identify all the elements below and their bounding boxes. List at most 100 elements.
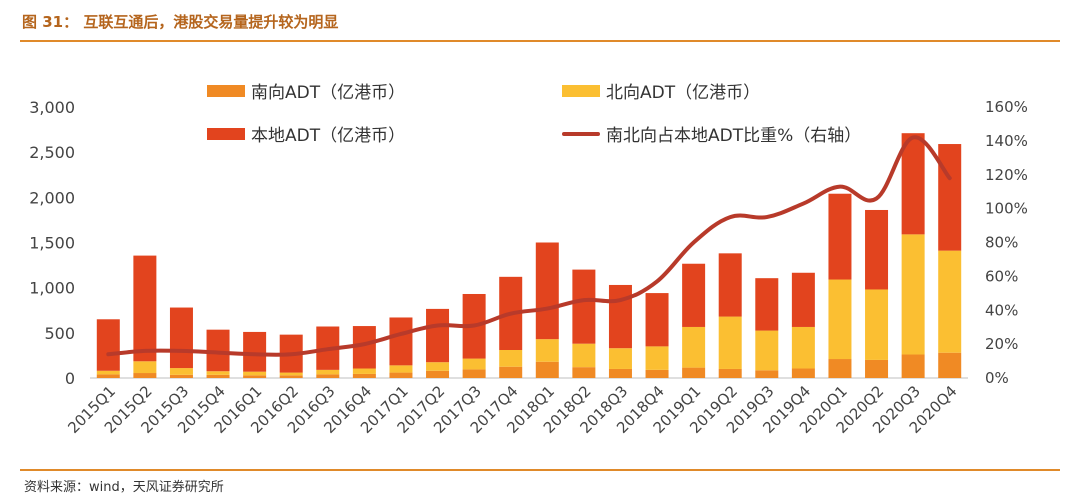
- bar-south: [389, 372, 413, 378]
- bar-north: [499, 349, 523, 367]
- bar-south: [608, 368, 632, 378]
- bar-local: [426, 308, 450, 363]
- y-right-tick-label: 0%: [985, 369, 1009, 387]
- bar-local: [938, 144, 962, 251]
- bar-south: [645, 369, 669, 378]
- figure-header: 图 31： 互联互通后，港股交易量提升较为明显: [20, 8, 1060, 38]
- bar-south: [828, 359, 852, 378]
- y-left-tick-label: 500: [44, 324, 75, 343]
- legend-local-label: 本地ADT（亿港币）: [251, 126, 406, 146]
- bar-north: [96, 370, 120, 375]
- figure-title: 图 31： 互联互通后，港股交易量提升较为明显: [22, 13, 339, 31]
- bar-north: [938, 250, 962, 353]
- y-left-tick-label: 2,000: [29, 188, 75, 207]
- legend-local-swatch: [207, 127, 245, 140]
- bar-local: [352, 326, 376, 369]
- bar-local: [535, 242, 559, 340]
- bar-local: [828, 193, 852, 280]
- bar-north: [279, 372, 303, 376]
- legend-south-swatch: [207, 84, 245, 97]
- bar-north: [901, 234, 925, 355]
- legend-ratio: 南北向占本地ADT比重%（右轴）: [562, 121, 861, 146]
- bar-local: [755, 278, 779, 331]
- chart: 0 500 1,000 1,500 2,000 2,500 3,000 0% 20% 40% 60%…: [29, 98, 1028, 437]
- legend-south-label: 南向ADT（亿港币）: [251, 83, 406, 103]
- bar-local: [901, 133, 925, 235]
- bar-local: [169, 307, 193, 369]
- y-right-tick-label: 40%: [985, 301, 1018, 319]
- bar-north: [206, 371, 230, 375]
- bar-north: [645, 346, 669, 370]
- bar-south: [865, 359, 889, 378]
- bar-south: [243, 375, 267, 378]
- ratio-line: [106, 135, 952, 357]
- bar-north: [865, 289, 889, 360]
- legend-north: 北向ADT（亿港币）: [562, 78, 760, 103]
- bar-north: [169, 368, 193, 375]
- bar-north: [791, 326, 815, 369]
- bar-local: [791, 272, 815, 327]
- bar-south: [352, 373, 376, 378]
- bar-local: [718, 253, 742, 317]
- bar-south: [96, 374, 120, 378]
- bar-local: [682, 263, 706, 327]
- bar-local: [133, 255, 157, 362]
- bar-local: [645, 293, 669, 347]
- bar-north: [828, 279, 852, 360]
- y-left-tick-label: 1,500: [29, 234, 75, 253]
- legend-ratio-label: 南北向占本地ADT比重%（右轴）: [606, 126, 862, 146]
- bar-north: [535, 339, 559, 362]
- bar-north: [426, 362, 450, 371]
- bar-local: [243, 331, 267, 372]
- bar-south: [169, 374, 193, 378]
- bar-south: [426, 370, 450, 378]
- legend-north-label: 北向ADT（亿港币）: [606, 83, 761, 103]
- bar-south: [462, 369, 486, 378]
- bar-local: [572, 269, 596, 344]
- bar-local: [389, 317, 413, 366]
- y-right-tick-label: 100%: [985, 200, 1028, 218]
- y-left-tick-label: 0: [65, 369, 75, 388]
- bar-north: [462, 358, 486, 370]
- legend-ratio-swatch: [562, 131, 600, 136]
- bar-south: [718, 368, 742, 378]
- bar-south: [499, 366, 523, 378]
- y-right-tick-label: 80%: [985, 234, 1018, 252]
- legend-south: 南向ADT（亿港币）: [207, 78, 405, 103]
- bottom-rule: [20, 469, 1060, 471]
- bar-north: [352, 368, 376, 374]
- bar-north: [243, 371, 267, 376]
- y-left-tick-label: 1,000: [29, 279, 75, 298]
- bar-north: [572, 343, 596, 368]
- bar-local: [865, 209, 889, 290]
- y-right-tick-label: 60%: [985, 267, 1018, 285]
- top-rule: [20, 40, 1060, 42]
- bar-south: [316, 374, 340, 378]
- bar-south: [133, 373, 157, 378]
- bar-north: [718, 316, 742, 369]
- bar-south: [572, 367, 596, 378]
- bar-south: [206, 374, 230, 378]
- bar-south: [682, 367, 706, 378]
- bar-north: [755, 330, 779, 371]
- bar-north: [389, 365, 413, 373]
- bar-south: [755, 370, 779, 378]
- bar-south: [938, 352, 962, 378]
- bar-south: [279, 375, 303, 378]
- source-note: 资料来源：wind，天风证券研究所: [24, 480, 224, 495]
- legend-north-swatch: [562, 84, 600, 97]
- bar-south: [791, 368, 815, 378]
- bar-north: [608, 348, 632, 369]
- bar-local: [608, 284, 632, 349]
- bar-local: [206, 329, 230, 372]
- bar-south: [535, 361, 559, 378]
- bar-north: [133, 361, 157, 374]
- legend-local: 本地ADT（亿港币）: [207, 121, 405, 146]
- bar-north: [682, 326, 706, 368]
- y-right-tick-label: 140%: [985, 132, 1028, 150]
- y-left-tick-label: 3,000: [29, 98, 75, 117]
- bar-local: [96, 319, 120, 371]
- y-right-tick-label: 160%: [985, 98, 1028, 116]
- y-right-tick-label: 120%: [985, 166, 1028, 184]
- y-left-tick-label: 2,500: [29, 143, 75, 162]
